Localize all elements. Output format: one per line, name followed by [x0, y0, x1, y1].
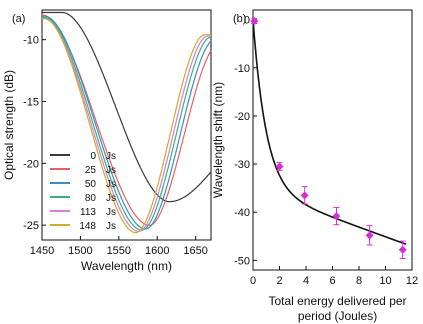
legend-value-0: 0	[90, 151, 96, 162]
data-point	[365, 231, 374, 240]
x-tick-label-b: 0	[250, 275, 256, 287]
x-tick-label-b: 10	[379, 275, 391, 287]
chart-a: (a) 1450 1500 1550 1600 1650 -10 -15 -20 -25 0 Js…	[2, 9, 212, 273]
fit-curve	[252, 19, 407, 245]
legend-unit-148: Js	[106, 221, 116, 232]
y-tick-label-b: -30	[234, 159, 250, 171]
legend-unit-113: Js	[106, 207, 116, 218]
y-axis-label-b: Wavelength shift (nm)	[211, 82, 225, 198]
data-point	[275, 162, 284, 171]
y-tick-label-b: -10	[234, 63, 250, 75]
y-tick-label-b: -50	[234, 255, 250, 267]
x-axis-label-b-line2: period (Joules)	[298, 309, 377, 323]
legend-unit-80: Js	[106, 193, 116, 204]
y-axis-label-a: Optical strength (dB)	[2, 70, 16, 180]
x-tick-label-a: 1600	[145, 245, 169, 257]
x-tick-label-b: 2	[276, 275, 282, 287]
data-point	[300, 191, 309, 200]
data-point	[250, 17, 259, 26]
y-tick-label-a: -15	[23, 97, 39, 109]
y-tick-label-b: -40	[234, 207, 250, 219]
y-tick-label-b: -20	[234, 111, 250, 123]
x-tick-label-b: 4	[303, 275, 309, 287]
data-points-b	[250, 17, 407, 259]
x-tick-label-b: 6	[329, 275, 335, 287]
series-line-80	[42, 16, 212, 231]
plot-frame-a	[41, 9, 212, 241]
series-line-113	[42, 18, 211, 232]
legend-unit-0: Js	[106, 151, 116, 162]
x-tick-label-b: 12	[406, 275, 418, 287]
series-line-50	[42, 15, 212, 230]
legend-a: 0 Js 25 Js 50 Js 80 Js 113 Js 148 Js	[50, 151, 116, 232]
data-point	[398, 245, 407, 254]
y-tick-label-a: -10	[23, 35, 39, 47]
legend-value-113: 113	[80, 207, 96, 218]
legend-unit-25: Js	[106, 165, 116, 176]
series-line-0	[42, 11, 212, 203]
x-tick-label-a: 1650	[183, 245, 207, 257]
x-tick-label-b: 8	[356, 275, 362, 287]
legend-unit-50: Js	[106, 179, 116, 190]
x-tick-label-a: 1500	[68, 245, 92, 257]
y-tick-label-a: -20	[23, 158, 39, 170]
x-tick-label-a: 1450	[30, 245, 54, 257]
ticks-a: 1450 1500 1550 1600 1650 -10 -15 -20 -25	[23, 35, 208, 257]
series-line-148	[42, 18, 211, 234]
legend-value-25: 25	[85, 165, 97, 176]
panel-label-b: (b)	[233, 13, 246, 25]
x-axis-label-a: Wavelength (nm)	[81, 259, 172, 273]
curves-a	[41, 11, 212, 234]
legend-value-148: 148	[79, 221, 96, 232]
x-axis-label-b-line1: Total energy delivered per	[268, 294, 406, 308]
legend-value-50: 50	[85, 179, 97, 190]
chart-b: (b) 0 2 4 6 8 10 12 0 -10 -20 -30 -40 -50 Total ener…	[211, 9, 418, 323]
y-tick-label-b: 0	[244, 15, 250, 27]
x-tick-label-a: 1550	[107, 245, 131, 257]
ticks-b: 0 2 4 6 8 10 12 0 -10 -20 -30 -40 -50	[234, 15, 418, 287]
y-tick-label-a: -25	[23, 220, 39, 232]
legend-value-80: 80	[85, 193, 97, 204]
plot-frame-b	[252, 9, 413, 271]
data-point	[332, 212, 341, 221]
panel-label-a: (a)	[12, 13, 25, 25]
